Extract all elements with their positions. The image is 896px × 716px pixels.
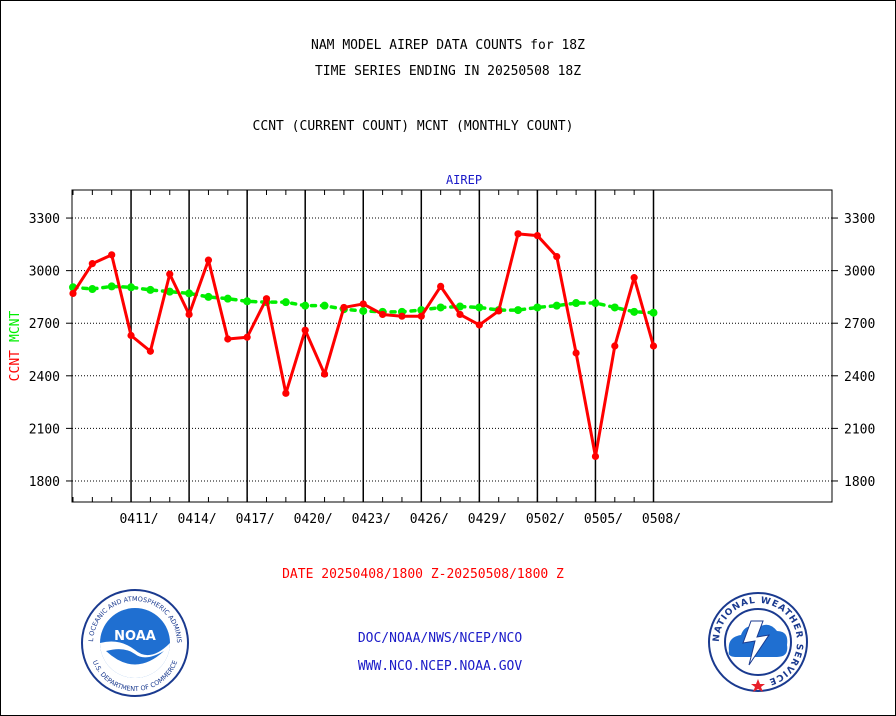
data-point-ccnt: [591, 452, 600, 461]
data-point-mcnt: [127, 283, 136, 292]
footer-website-line: WWW.NCO.NCEP.NOAA.GOV: [357, 659, 523, 674]
x-tick-label: 0411/: [119, 512, 158, 527]
chart-title-line2: TIME SERIES ENDING IN 20250508 18Z: [314, 64, 582, 79]
data-point-mcnt: [572, 299, 581, 308]
data-point-ccnt: [262, 295, 271, 303]
data-point-ccnt: [572, 349, 580, 357]
panel-label: AIREP: [446, 173, 482, 187]
y-tick-label-left: 2400: [29, 370, 60, 385]
data-point-ccnt: [146, 347, 154, 355]
y-tick-label-left: 3000: [29, 265, 60, 280]
footer-org-line: DOC/NOAA/NWS/NCEP/NCO: [357, 631, 523, 646]
x-tick-label: 0423/: [352, 512, 391, 527]
y-tick-label-right: 2700: [844, 317, 875, 332]
data-point-mcnt: [107, 282, 116, 291]
chart-subtitle: CCNT (CURRENT COUNT) MCNT (MONTHLY COUNT…: [252, 119, 574, 134]
data-point-mcnt: [359, 306, 368, 315]
data-point-mcnt: [475, 303, 484, 312]
data-point-ccnt: [514, 230, 522, 238]
data-point-mcnt: [552, 301, 561, 310]
y-axis-label: CCNT MCNT: [8, 311, 23, 382]
data-point-ccnt: [185, 310, 193, 319]
data-point-ccnt: [108, 251, 116, 259]
data-point-ccnt: [398, 312, 406, 320]
data-point-ccnt: [282, 389, 290, 397]
data-point-ccnt: [359, 300, 367, 308]
x-axis-label: DATE 20250408/1800 Z-20250508/1800 Z: [282, 567, 564, 582]
data-point-mcnt: [610, 303, 619, 312]
data-point-ccnt: [379, 310, 387, 319]
y-tick-label-right: 2100: [844, 422, 875, 437]
y-tick-label-right: 3300: [844, 212, 875, 227]
data-point-mcnt: [185, 289, 194, 298]
y-tick-label-left: 2700: [29, 317, 60, 332]
data-point-mcnt: [514, 306, 523, 315]
data-point-ccnt: [495, 307, 503, 315]
data-point-ccnt: [166, 270, 174, 278]
data-point-mcnt: [630, 307, 639, 316]
data-point-ccnt: [69, 289, 77, 298]
data-point-ccnt: [417, 312, 425, 320]
data-point-ccnt: [611, 342, 619, 350]
data-point-mcnt: [320, 301, 329, 310]
x-tick-label: 0414/: [178, 512, 217, 527]
data-point-mcnt: [533, 303, 542, 312]
noaa-logo-text: NOAA: [114, 629, 156, 644]
x-tick-label: 0417/: [236, 512, 275, 527]
data-point-ccnt: [127, 331, 135, 340]
y-tick-label-right: 2400: [844, 370, 875, 385]
data-point-ccnt: [224, 335, 232, 343]
data-point-mcnt: [301, 301, 310, 310]
data-point-ccnt: [630, 274, 638, 282]
data-point-ccnt: [553, 253, 561, 261]
chart-title-line1: NAM MODEL AIREP DATA COUNTS for 18Z: [311, 38, 585, 53]
nws-logo: NATIONAL WEATHER SERVICE: [708, 592, 808, 692]
data-point-mcnt: [146, 285, 155, 294]
star-icon: [751, 679, 765, 692]
data-point-mcnt: [165, 287, 174, 296]
data-point-ccnt: [204, 256, 213, 264]
data-point-mcnt: [204, 292, 213, 301]
x-tick-label: 0426/: [410, 512, 449, 527]
data-point-ccnt: [88, 260, 96, 268]
data-point-mcnt: [223, 294, 232, 303]
x-tick-label: 0505/: [584, 512, 623, 527]
line-chart: 1800 1800 2100 2100 2400 2400 2700 2700 3000 3000…: [8, 173, 875, 582]
y-axis-label-mcnt: MCNT: [8, 311, 23, 342]
data-point-ccnt: [320, 370, 329, 378]
y-tick-label-right: 1800: [844, 475, 875, 490]
y-tick-label-left: 3300: [29, 212, 60, 227]
y-tick-label-left: 1800: [29, 475, 60, 490]
data-point-ccnt: [456, 310, 464, 319]
data-point-ccnt: [649, 342, 658, 350]
data-point-ccnt: [533, 231, 542, 240]
noaa-logo: NOAA NATIONAL OCEANIC AND ATMOSPHERIC AD…: [80, 588, 189, 697]
x-tick-label: 0502/: [526, 512, 565, 527]
data-point-mcnt: [436, 303, 445, 312]
x-tick-label: 0429/: [468, 512, 507, 527]
data-point-mcnt: [88, 285, 97, 294]
data-point-ccnt: [301, 326, 309, 334]
x-tick-label: 0508/: [642, 512, 681, 527]
data-point-mcnt: [456, 302, 464, 311]
y-tick-label-left: 2100: [29, 422, 60, 437]
x-tick-label: 0420/: [294, 512, 333, 527]
plot-area: [71, 189, 833, 503]
data-point-mcnt: [243, 297, 252, 306]
data-point-mcnt: [591, 299, 600, 308]
y-axis-label-ccnt: CCNT: [8, 350, 23, 381]
data-point-mcnt: [649, 308, 658, 317]
data-point-ccnt: [243, 333, 251, 341]
data-point-ccnt: [475, 321, 483, 329]
data-point-ccnt: [437, 282, 445, 291]
y-tick-label-right: 3000: [844, 265, 875, 280]
data-point-ccnt: [340, 303, 348, 312]
data-point-mcnt: [281, 298, 290, 307]
